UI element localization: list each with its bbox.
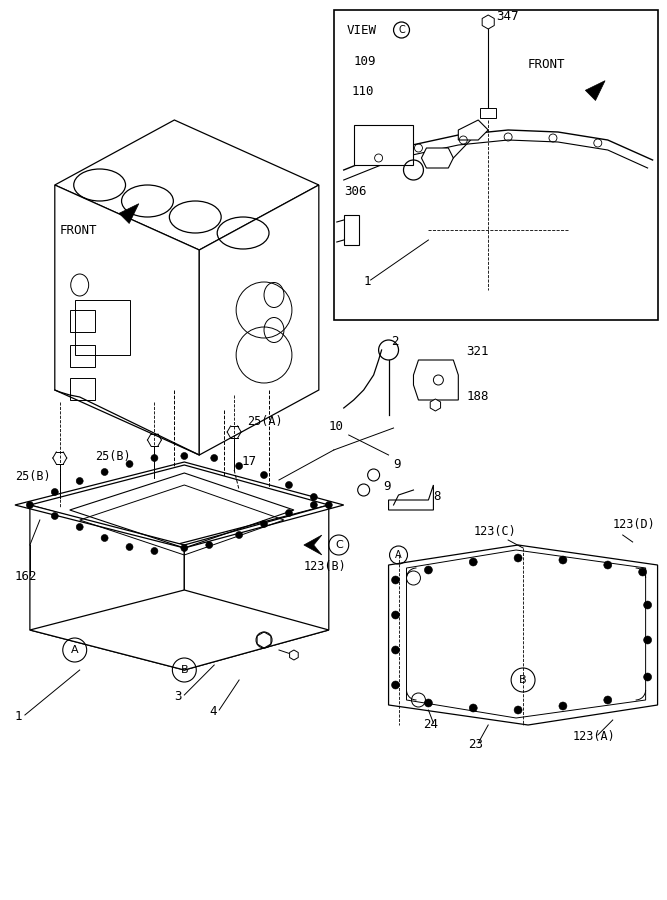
Text: 17: 17 — [241, 455, 256, 468]
Text: 2: 2 — [392, 335, 399, 348]
Circle shape — [392, 611, 400, 619]
Polygon shape — [55, 185, 199, 455]
Circle shape — [392, 646, 400, 654]
Circle shape — [392, 576, 400, 584]
Circle shape — [151, 454, 158, 462]
Text: 3: 3 — [174, 690, 182, 703]
Polygon shape — [30, 505, 184, 670]
Circle shape — [470, 704, 478, 712]
Circle shape — [604, 696, 612, 704]
Polygon shape — [414, 360, 458, 400]
Text: 123(D): 123(D) — [613, 518, 656, 531]
Text: 321: 321 — [466, 345, 489, 358]
Circle shape — [181, 544, 188, 552]
Circle shape — [51, 512, 58, 519]
Circle shape — [151, 547, 158, 554]
Text: 9: 9 — [384, 480, 391, 493]
Circle shape — [235, 532, 243, 538]
Circle shape — [51, 489, 58, 496]
Text: 123(A): 123(A) — [573, 730, 616, 743]
Circle shape — [559, 702, 567, 710]
Text: 23: 23 — [468, 738, 484, 751]
Polygon shape — [430, 399, 441, 411]
Circle shape — [285, 509, 292, 517]
Text: 188: 188 — [466, 390, 489, 403]
Polygon shape — [184, 505, 329, 670]
Circle shape — [310, 501, 317, 508]
Text: A: A — [71, 645, 79, 655]
Polygon shape — [289, 650, 298, 660]
Text: 347: 347 — [496, 10, 519, 23]
Circle shape — [261, 472, 267, 479]
Text: A: A — [396, 550, 402, 560]
Text: B: B — [181, 665, 188, 675]
Polygon shape — [422, 148, 454, 168]
Circle shape — [211, 454, 217, 462]
Text: 110: 110 — [352, 85, 374, 98]
Polygon shape — [304, 536, 321, 555]
Polygon shape — [344, 215, 359, 245]
Circle shape — [235, 463, 243, 470]
Polygon shape — [119, 203, 139, 223]
Polygon shape — [199, 185, 319, 455]
Text: 10: 10 — [329, 420, 344, 433]
Text: 109: 109 — [354, 55, 376, 68]
Polygon shape — [30, 590, 329, 670]
Text: 25(B): 25(B) — [95, 450, 130, 463]
Text: 9: 9 — [394, 458, 401, 471]
Polygon shape — [389, 545, 658, 725]
Circle shape — [644, 636, 652, 644]
Polygon shape — [354, 125, 414, 165]
Circle shape — [644, 673, 652, 681]
Circle shape — [392, 681, 400, 689]
Text: 25(B): 25(B) — [15, 470, 51, 483]
Polygon shape — [586, 81, 605, 101]
Text: C: C — [335, 540, 343, 550]
Text: C: C — [398, 25, 405, 35]
Circle shape — [126, 461, 133, 467]
Text: 25(A): 25(A) — [247, 415, 283, 428]
Polygon shape — [30, 465, 329, 545]
Circle shape — [310, 493, 317, 500]
Circle shape — [285, 482, 292, 489]
Bar — [334, 10, 658, 320]
Text: 1: 1 — [15, 710, 23, 723]
Text: FRONT: FRONT — [528, 58, 566, 71]
Text: 8: 8 — [434, 490, 441, 503]
Text: 123(B): 123(B) — [304, 560, 347, 573]
Polygon shape — [257, 632, 271, 648]
Polygon shape — [55, 120, 319, 250]
Circle shape — [514, 706, 522, 714]
Polygon shape — [458, 120, 488, 140]
Circle shape — [181, 453, 188, 460]
Circle shape — [27, 501, 33, 508]
Circle shape — [126, 544, 133, 551]
Text: VIEW: VIEW — [347, 23, 377, 37]
Polygon shape — [480, 108, 496, 118]
Circle shape — [261, 520, 267, 527]
Text: 123(C): 123(C) — [474, 525, 516, 538]
Polygon shape — [482, 15, 494, 29]
Circle shape — [638, 568, 646, 576]
Circle shape — [205, 542, 213, 548]
Text: 162: 162 — [15, 570, 37, 583]
Circle shape — [470, 558, 478, 566]
Circle shape — [514, 554, 522, 562]
Text: 306: 306 — [344, 185, 366, 198]
Circle shape — [325, 501, 332, 508]
Text: 24: 24 — [424, 718, 438, 731]
Circle shape — [559, 556, 567, 564]
Circle shape — [76, 524, 83, 530]
Text: B: B — [519, 675, 527, 685]
Circle shape — [604, 561, 612, 569]
Circle shape — [424, 699, 432, 707]
Circle shape — [424, 566, 432, 574]
Circle shape — [76, 478, 83, 484]
Circle shape — [101, 469, 108, 475]
Circle shape — [644, 601, 652, 609]
Text: FRONT: FRONT — [60, 223, 97, 237]
Text: 1: 1 — [364, 275, 371, 288]
Text: 4: 4 — [209, 705, 217, 718]
Circle shape — [101, 535, 108, 542]
